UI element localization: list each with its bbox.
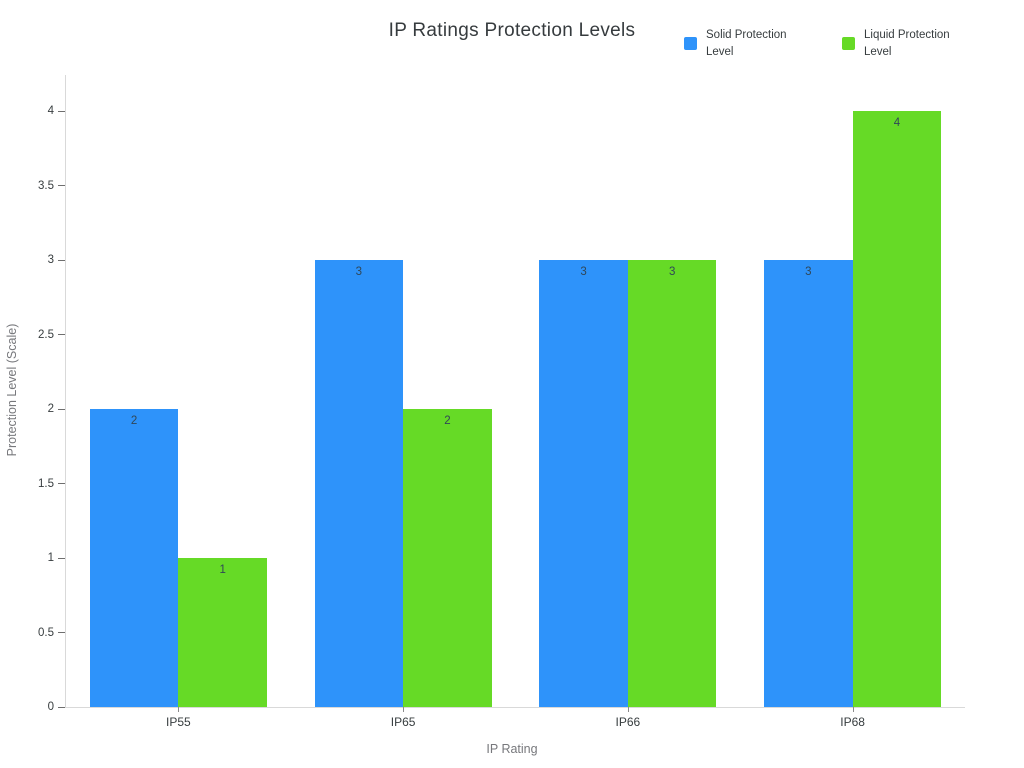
y-tick-label: 0.5 [38, 626, 54, 639]
y-tick-label: 3 [47, 254, 54, 266]
bar-ip68-liquid-protection-level[interactable]: 4 [852, 111, 942, 707]
bar-value-label: 1 [219, 564, 226, 576]
x-tick-mark [403, 707, 405, 712]
x-tick-mark [627, 707, 629, 712]
bar-value-label: 3 [805, 266, 812, 278]
x-tick-label-ip55: IP55 [166, 715, 191, 729]
bar-value-label: 4 [893, 117, 901, 129]
bar-ip65-solid-protection-level[interactable]: 3 [314, 260, 404, 707]
x-tick-label-ip66: IP66 [615, 715, 641, 729]
plot-area: 0 0.5 1 1.5 2 2.5 3 3.5 4 IP55 2 1 IP65 3 2 IP66 3 3 IP68 3… [38, 75, 965, 729]
y-tick-label: 2.5 [38, 328, 54, 341]
bar-value-label: 3 [668, 266, 676, 278]
y-axis-title: Protection Level (Scale) [5, 323, 19, 457]
chart-title: IP Ratings Protection Levels [388, 20, 636, 41]
y-tick-label: 2 [47, 403, 54, 415]
x-tick-label-ip68: IP68 [840, 715, 865, 729]
y-tick-mark [58, 632, 65, 633]
bar-ip68-solid-protection-level[interactable]: 3 [764, 260, 853, 707]
y-tick-mark [58, 185, 65, 186]
y-tick-mark [58, 110, 65, 112]
x-tick-label-ip65: IP65 [390, 715, 416, 729]
y-tick-label: 3.5 [38, 179, 54, 192]
y-tick-mark [58, 557, 65, 559]
legend-label-liquid: Liquid Protection Level [864, 29, 950, 58]
x-axis-title: IP Rating [486, 742, 538, 756]
legend-item-liquid-protection[interactable]: Liquid Protection Level [842, 27, 970, 60]
y-tick-mark [58, 483, 65, 484]
bar-ip65-liquid-protection-level[interactable]: 2 [403, 409, 492, 707]
legend-item-solid-protection[interactable]: Solid Protection Level [684, 27, 812, 60]
bar-ip66-liquid-protection-level[interactable]: 3 [627, 260, 717, 707]
legend-swatch-liquid-icon [842, 37, 855, 51]
y-tick-mark [58, 259, 65, 261]
legend-label-solid: Solid Protection Level [706, 29, 787, 58]
bar-value-label: 3 [355, 266, 363, 278]
legend-swatch-solid-icon [684, 37, 697, 51]
bar-value-label: 2 [130, 415, 138, 427]
x-tick-mark [178, 707, 180, 712]
y-tick-label: 0 [47, 701, 54, 713]
y-tick-mark [58, 706, 65, 708]
legend: Solid Protection Level Liquid Protection… [684, 27, 970, 60]
bar-ip55-solid-protection-level[interactable]: 2 [89, 409, 179, 707]
y-tick-mark [58, 408, 65, 410]
bar-ip55-liquid-protection-level[interactable]: 1 [178, 558, 267, 707]
bar-value-label: 2 [444, 415, 451, 427]
bar-value-label: 3 [580, 266, 587, 278]
y-tick-label: 1.5 [38, 477, 54, 490]
y-tick-label: 4 [47, 105, 54, 117]
y-tick-mark [58, 334, 65, 335]
y-tick-label: 1 [47, 552, 54, 564]
x-tick-mark [852, 707, 854, 712]
bar-ip66-solid-protection-level[interactable]: 3 [539, 260, 628, 707]
